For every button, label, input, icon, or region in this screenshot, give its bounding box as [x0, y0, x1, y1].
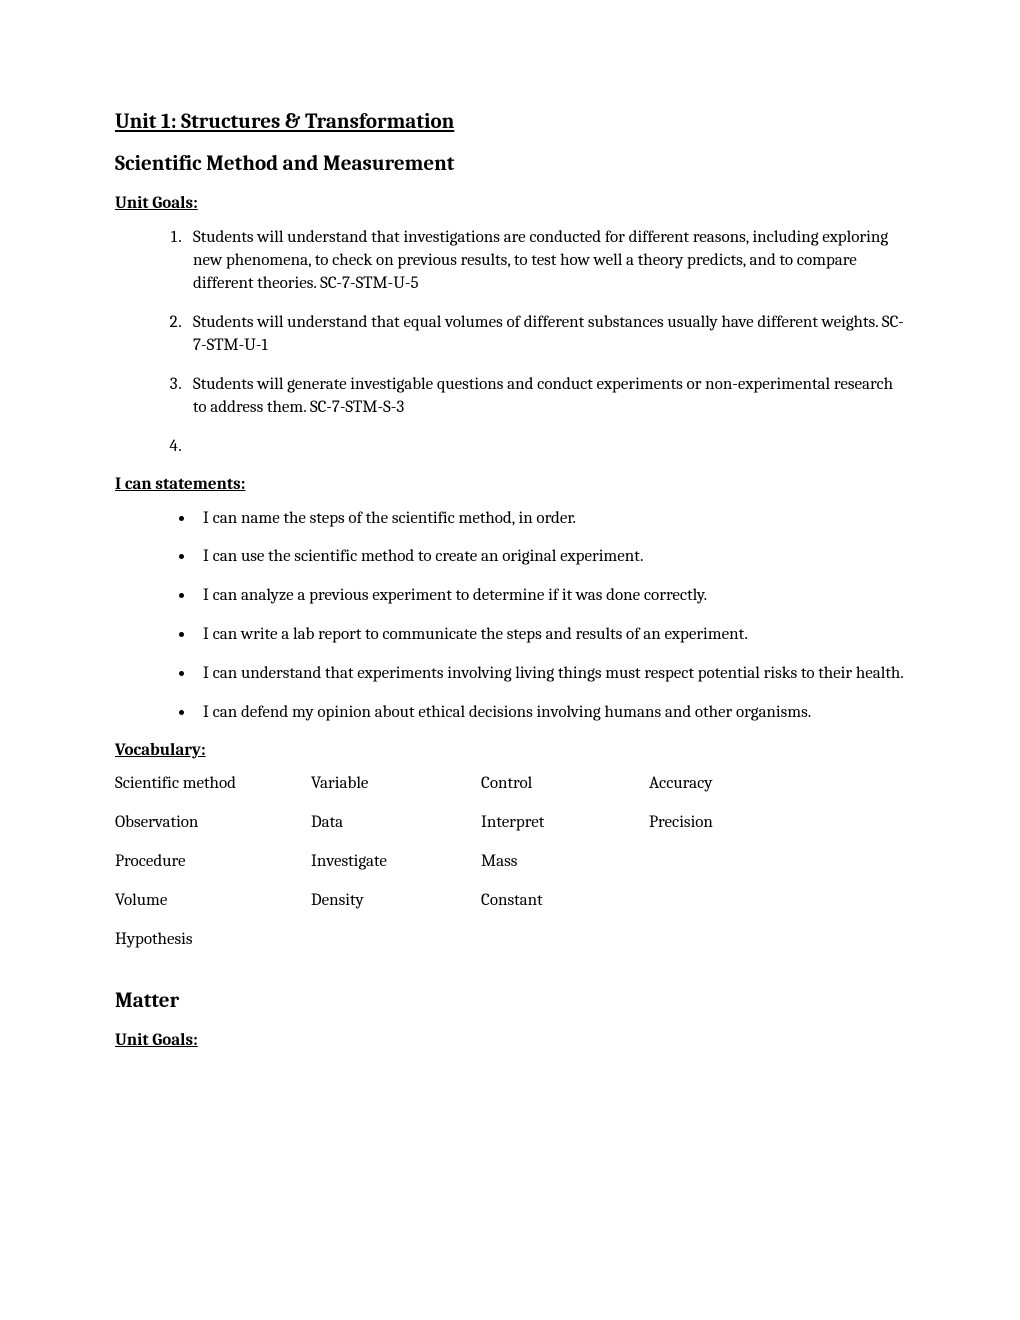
vocab-term: Scientific method	[115, 774, 311, 793]
vocab-term: Precision	[649, 813, 905, 832]
matter-section: Matter Unit Goals:	[115, 989, 905, 1050]
goal-item: Students will understand that equal volu…	[185, 312, 905, 358]
vocab-term	[649, 930, 905, 949]
unit-goals-list: Students will understand that investigat…	[115, 227, 905, 459]
unit-title: Unit 1: Structures & Transformation	[115, 110, 905, 134]
vocab-term	[649, 852, 905, 871]
i-can-heading: I can statements:	[115, 475, 905, 494]
page: Unit 1: Structures & Transformation Scie…	[0, 0, 1020, 1320]
vocab-term: Density	[311, 891, 481, 910]
vocabulary-grid: Scientific method Variable Control Accur…	[115, 774, 905, 949]
vocab-term: Mass	[481, 852, 649, 871]
vocab-term	[311, 930, 481, 949]
vocabulary-heading: Vocabulary:	[115, 741, 905, 760]
i-can-item: I can defend my opinion about ethical de…	[195, 702, 905, 725]
vocab-term: Variable	[311, 774, 481, 793]
vocab-term: Accuracy	[649, 774, 905, 793]
i-can-item: I can understand that experiments involv…	[195, 663, 905, 686]
vocab-term: Procedure	[115, 852, 311, 871]
vocab-term: Interpret	[481, 813, 649, 832]
goal-item	[185, 436, 905, 459]
i-can-item: I can use the scientific method to creat…	[195, 546, 905, 569]
goal-item: Students will understand that investigat…	[185, 227, 905, 296]
vocab-term	[481, 930, 649, 949]
vocab-term	[649, 891, 905, 910]
vocab-term: Observation	[115, 813, 311, 832]
i-can-item: I can name the steps of the scientific m…	[195, 508, 905, 531]
matter-unit-goals-heading: Unit Goals:	[115, 1031, 905, 1050]
i-can-item: I can write a lab report to communicate …	[195, 624, 905, 647]
vocab-term: Data	[311, 813, 481, 832]
section-title-scientific-method: Scientific Method and Measurement	[115, 152, 905, 176]
i-can-item: I can analyze a previous experiment to d…	[195, 585, 905, 608]
vocab-term: Hypothesis	[115, 930, 311, 949]
i-can-list: I can name the steps of the scientific m…	[115, 508, 905, 726]
unit-goals-heading: Unit Goals:	[115, 194, 905, 213]
vocab-term: Constant	[481, 891, 649, 910]
vocab-term: Investigate	[311, 852, 481, 871]
vocab-term: Volume	[115, 891, 311, 910]
section-title-matter: Matter	[115, 989, 905, 1013]
goal-item: Students will generate investigable ques…	[185, 374, 905, 420]
vocab-term: Control	[481, 774, 649, 793]
